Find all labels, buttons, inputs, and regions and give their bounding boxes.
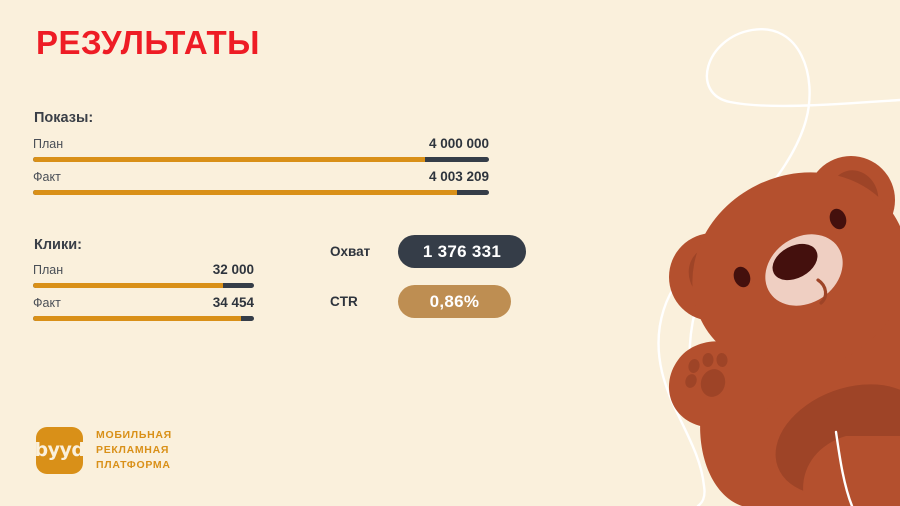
metric-label: Факт (33, 296, 61, 310)
clicks-heading: Клики: (34, 237, 82, 253)
bear-back-arm (840, 270, 900, 389)
metric-value: 4 000 000 (428, 136, 489, 151)
progress-bar-track (33, 190, 489, 195)
bear-illustration (668, 156, 900, 506)
bear-torso (700, 286, 900, 506)
logo-tagline-line-1: МОБИЛЬНАЯ (96, 429, 172, 442)
metric-value: 32 000 (212, 262, 254, 277)
bear-smile (816, 278, 828, 305)
bear-front-arm (668, 341, 783, 428)
reach-stat: Охват 1 376 331 (330, 235, 526, 268)
progress-bar-track (33, 157, 489, 162)
bear-head (692, 172, 900, 372)
bear-eye-left (733, 266, 751, 288)
progress-bar-track (33, 283, 254, 288)
metric-label: План (33, 137, 64, 151)
progress-bar-track (33, 316, 254, 321)
bear-muzzle (765, 234, 843, 306)
bear-eye-right (829, 208, 847, 230)
bear-ear-left (669, 233, 757, 321)
bear-leg (803, 436, 900, 506)
ribbon-decoration (688, 28, 900, 506)
bear-nose (772, 243, 818, 281)
ribbon-decoration-lower (657, 260, 706, 506)
byyd-logo: byyd МОБИЛЬНАЯ РЕКЛАМНАЯ ПЛАТФОРМА (34, 427, 172, 474)
progress-bar-fill (33, 157, 426, 162)
bear-ear-right (807, 156, 895, 244)
logo-tagline-line-3: ПЛАТФОРМА (96, 458, 171, 471)
ctr-value-badge: 0,86% (398, 285, 511, 318)
reach-label: Охват (330, 244, 371, 259)
ctr-stat: CTR 0,86% (330, 285, 511, 318)
metric-label: План (33, 263, 64, 277)
bear-belly-patch (775, 384, 900, 496)
logo-tagline: МОБИЛЬНАЯ РЕКЛАМНАЯ ПЛАТФОРМА (96, 428, 172, 473)
metric-value: 4 003 209 (428, 169, 489, 184)
ctr-label: CTR (330, 294, 358, 309)
ribbon-foreground (834, 430, 854, 506)
bear-paw-pad (685, 353, 728, 397)
reach-value-badge: 1 376 331 (398, 235, 526, 268)
bear-ear-left-inner (688, 247, 738, 301)
bear-ear-right-inner (829, 170, 879, 224)
metric-value: 34 454 (212, 295, 254, 310)
byyd-wordmark: byyd (34, 439, 85, 461)
logo-tagline-line-2: РЕКЛАМНАЯ (96, 444, 170, 457)
metric-label: Факт (33, 170, 61, 184)
impressions-heading: Показы: (34, 110, 94, 126)
progress-bar-fill (33, 316, 241, 321)
byyd-logo-mark: byyd (34, 427, 85, 474)
page-title: РЕЗУЛЬТАТЫ (36, 24, 260, 61)
progress-bar-fill (33, 190, 458, 195)
progress-bar-fill (33, 283, 224, 288)
